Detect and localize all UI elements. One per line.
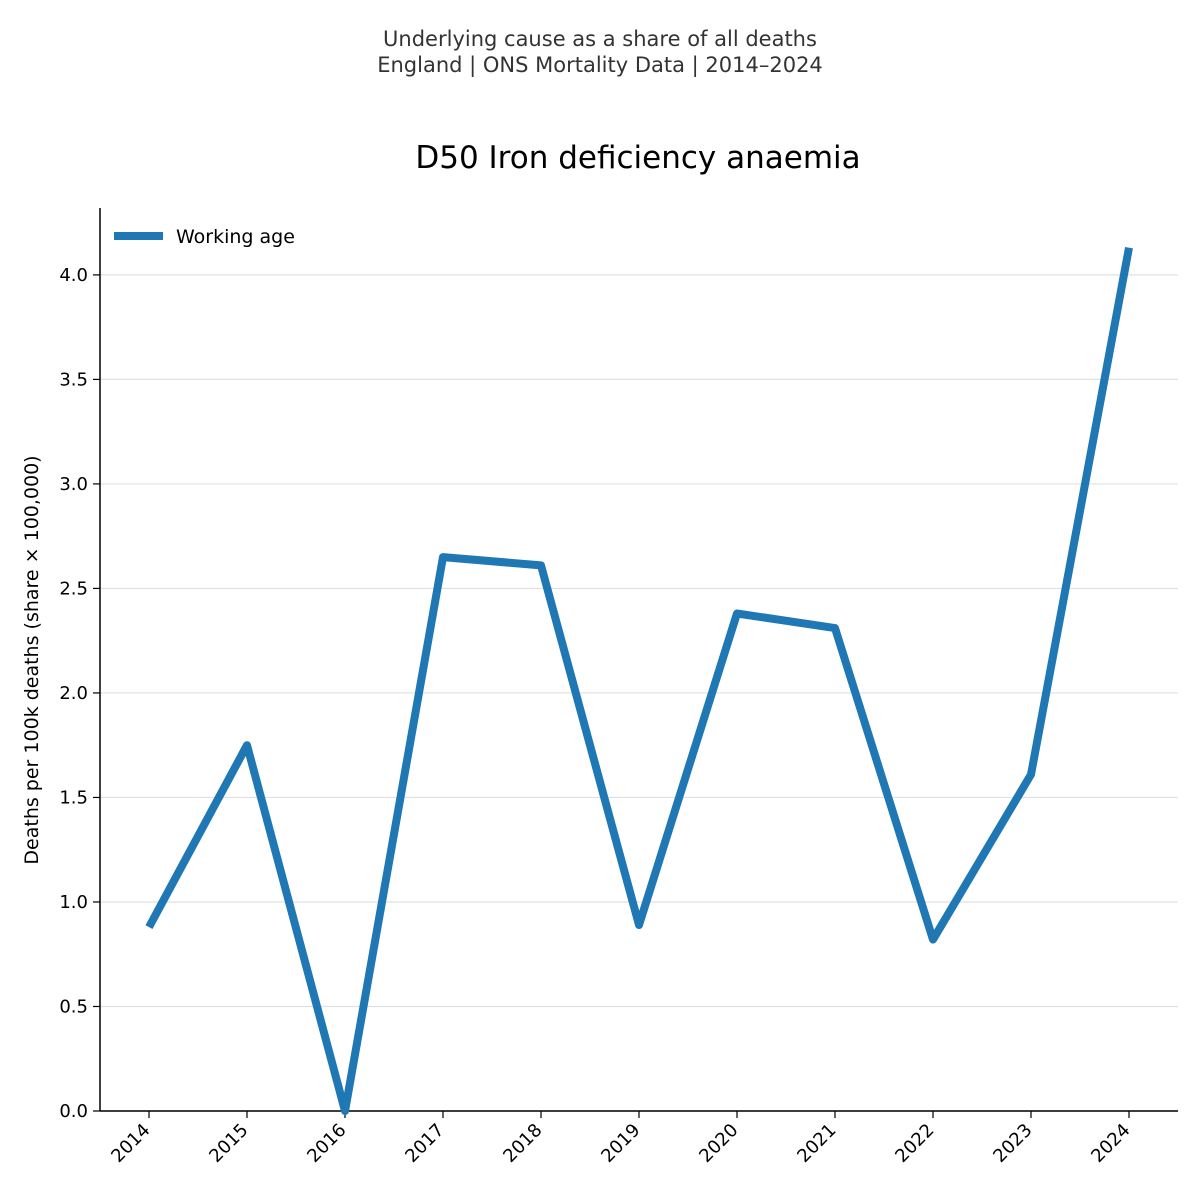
- tick-labels: 0.0 0.5 1.0 1.5 2.0 2.5 3.0 3.5 4.0 2014 2015 2016 2…: [59, 265, 1134, 1167]
- y-tick-label: 2.0: [59, 683, 88, 704]
- x-tick-label: 2014: [107, 1120, 154, 1167]
- series-lines: [145, 246, 1133, 1115]
- axes: [93, 208, 1178, 1118]
- y-tick-label: 0.5: [59, 996, 88, 1017]
- x-tick-label: 2019: [597, 1120, 644, 1167]
- suptitle-line-1: Underlying cause as a share of all death…: [383, 27, 817, 51]
- x-tick-label: 2018: [499, 1120, 546, 1167]
- y-tick-label: 3.5: [59, 369, 88, 390]
- x-tick-label: 2022: [891, 1120, 938, 1167]
- gridlines: [100, 274, 1178, 1112]
- y-tick-label: 4.0: [59, 265, 88, 286]
- x-tick-label: 2024: [1087, 1120, 1134, 1167]
- x-tick-label: 2017: [401, 1120, 448, 1167]
- x-tick-label: 2016: [303, 1120, 350, 1167]
- x-tick-label: 2023: [989, 1120, 1036, 1167]
- x-tick-label: 2015: [205, 1120, 252, 1167]
- y-tick-label: 1.5: [59, 787, 88, 808]
- y-tick-label: 0.0: [59, 1101, 88, 1122]
- y-axis-label: Deaths per 100k deaths (share × 100,000): [21, 455, 43, 864]
- y-tick-label: 2.5: [59, 578, 88, 599]
- series-line-working-age: [145, 246, 1133, 1115]
- chart-title: D50 Iron deficiency anaemia: [415, 140, 860, 176]
- y-tick-label: 1.0: [59, 892, 88, 913]
- y-tick-label: 3.0: [59, 474, 88, 495]
- suptitle-line-2: England | ONS Mortality Data | 2014–2024: [377, 53, 823, 77]
- x-tick-label: 2020: [695, 1120, 742, 1167]
- legend: Working age: [114, 226, 295, 248]
- legend-label: Working age: [176, 226, 295, 248]
- x-tick-label: 2021: [793, 1120, 840, 1167]
